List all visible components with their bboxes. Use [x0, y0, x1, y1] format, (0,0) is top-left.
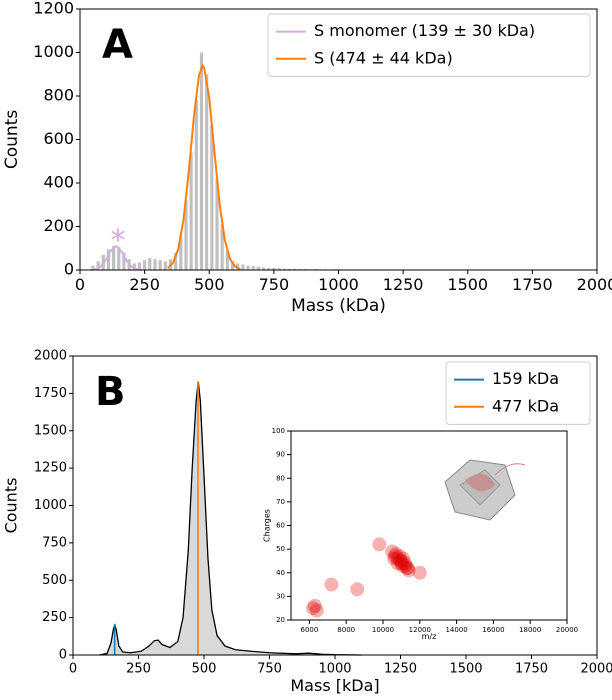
y-tick-label: 0 [59, 648, 67, 663]
x-tick-label: 0 [69, 661, 77, 676]
y-tick-label: 0 [64, 260, 74, 279]
x-tick-label: 500 [194, 275, 225, 294]
y-tick-label: 1200 [33, 0, 74, 18]
y-tick-label: 750 [42, 535, 67, 550]
x-tick-label: 1000 [318, 661, 351, 676]
y-tick-label: 1500 [34, 423, 67, 438]
y-tick-label: 2000 [34, 349, 67, 364]
y-tick-label: 500 [42, 573, 67, 588]
x-tick-label: 18000 [519, 626, 541, 634]
bar [143, 260, 146, 270]
panel-label: A [102, 22, 133, 68]
x-tick-label: 10000 [372, 626, 394, 634]
bar [252, 266, 255, 270]
y-tick-label: 400 [43, 173, 74, 192]
y-tick-label: 800 [43, 86, 74, 105]
x-tick-label: 0 [75, 275, 85, 294]
y-axis-label: Counts [2, 478, 21, 534]
bar [200, 53, 203, 271]
x-axis-label: m/z [422, 632, 437, 641]
fit-line [168, 66, 240, 270]
point [350, 582, 364, 596]
x-tick-label: 500 [192, 661, 217, 676]
y-tick-label: 90 [276, 451, 285, 459]
y-tick-label: 20 [276, 616, 285, 624]
y-axis-label: Counts [2, 110, 22, 169]
legend-label: S (474 ± 44 kDa) [314, 48, 453, 67]
x-tick-label: 16000 [482, 626, 504, 634]
y-tick-label: 1000 [34, 498, 67, 513]
x-tick-label: 6000 [300, 626, 318, 634]
y-tick-label: 80 [276, 474, 285, 482]
inset-background [291, 431, 567, 620]
y-tick-label: 40 [276, 569, 285, 577]
bar [164, 261, 167, 270]
y-tick-label: 60 [276, 522, 285, 530]
point [413, 566, 427, 580]
x-tick-label: 1250 [384, 661, 417, 676]
point [388, 549, 402, 563]
legend-label: 477 kDa [492, 396, 559, 415]
y-tick-label: 1750 [34, 386, 67, 401]
x-tick-label: 750 [257, 661, 282, 676]
annotation: * [111, 224, 126, 259]
x-tick-label: 2000 [580, 661, 612, 676]
y-tick-label: 100 [272, 427, 285, 435]
x-tick-label: 14000 [445, 626, 467, 634]
bar [205, 74, 208, 270]
x-tick-label: 250 [126, 661, 151, 676]
bar [241, 265, 244, 270]
bar [195, 100, 198, 270]
x-axis-label: Mass [kDa] [290, 676, 379, 695]
x-tick-label: 1000 [318, 275, 359, 294]
y-tick-label: 1000 [33, 42, 74, 61]
x-tick-label: 20000 [556, 626, 578, 634]
x-tick-label: 2000 [577, 275, 612, 294]
y-tick-label: 200 [43, 216, 74, 235]
x-tick-label: 1750 [512, 275, 553, 294]
point [308, 599, 322, 613]
legend-label: 159 kDa [492, 369, 559, 388]
y-tick-label: 250 [42, 610, 67, 625]
panel-label: B [95, 369, 126, 415]
y-tick-label: 600 [43, 129, 74, 148]
x-tick-label: 1750 [515, 661, 548, 676]
x-tick-label: 1250 [383, 275, 424, 294]
x-tick-label: 250 [129, 275, 160, 294]
bar [153, 259, 156, 270]
x-tick-label: 1500 [447, 275, 488, 294]
y-tick-label: 1250 [34, 461, 67, 476]
bar [159, 260, 162, 270]
point [372, 537, 386, 551]
y-tick-label: 50 [276, 545, 285, 553]
point [324, 578, 338, 592]
legend-label: S monomer (139 ± 30 kDa) [314, 21, 535, 40]
y-tick-label: 70 [276, 498, 285, 506]
bar [246, 266, 249, 270]
x-tick-label: 1500 [449, 661, 482, 676]
panel: 0 250 500 750 1000 1250 1500 1750 2000 0 200 400 600… [2, 0, 612, 316]
y-tick-label: 30 [276, 592, 285, 600]
x-tick-label: 750 [259, 275, 290, 294]
y-axis-label: Charges [263, 509, 272, 542]
bar [148, 258, 151, 270]
x-tick-label: 8000 [337, 626, 355, 634]
point [401, 561, 415, 575]
x-axis-label: Mass (kDa) [291, 296, 386, 316]
bar [190, 153, 193, 270]
